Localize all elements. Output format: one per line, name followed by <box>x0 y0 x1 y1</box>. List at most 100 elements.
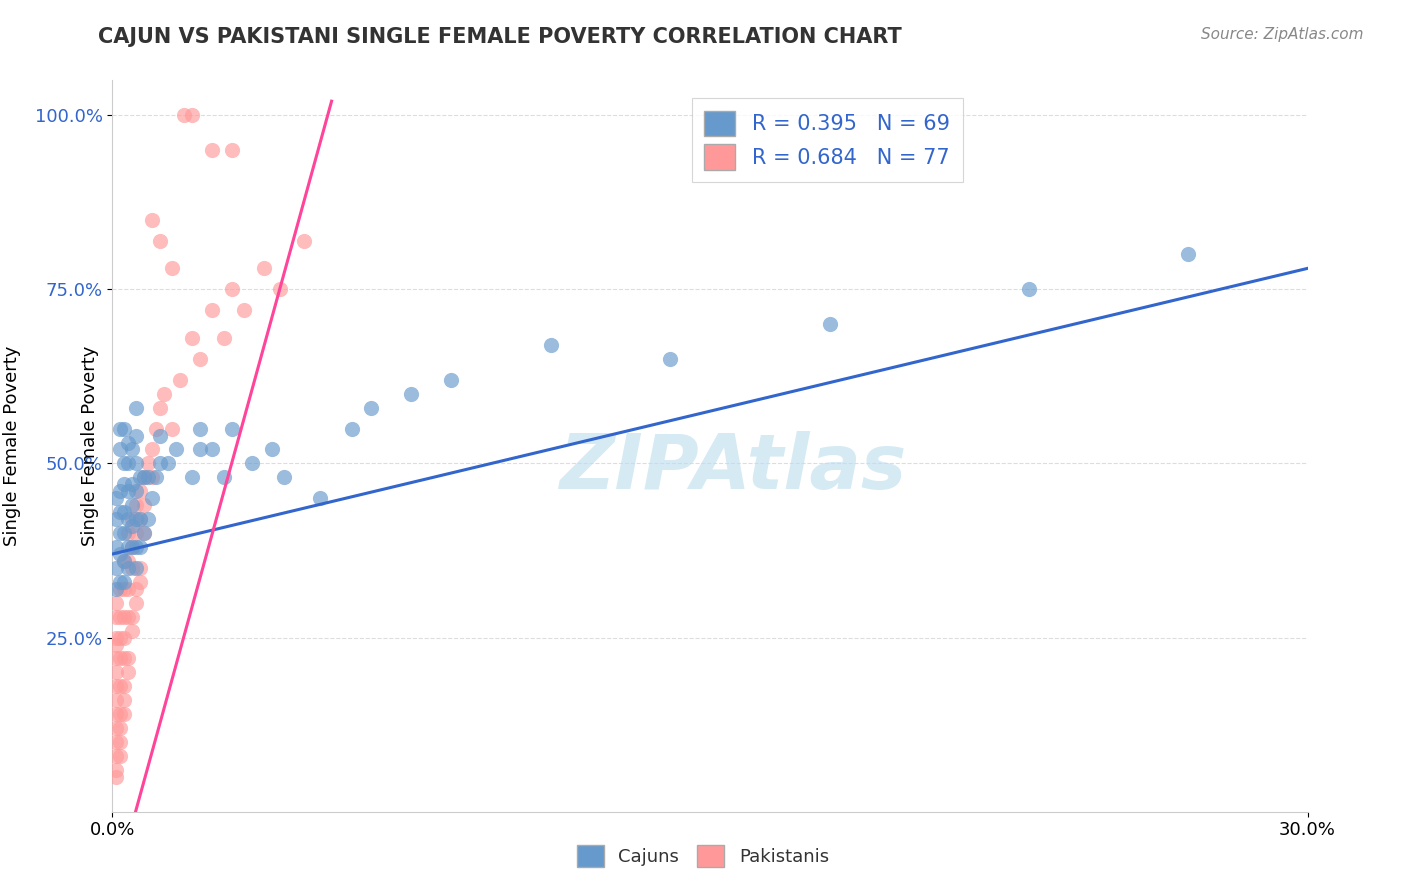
Point <box>105 582 128 596</box>
Text: CAJUN VS PAKISTANI SINGLE FEMALE POVERTY CORRELATION CHART: CAJUN VS PAKISTANI SINGLE FEMALE POVERTY… <box>98 27 903 46</box>
Point <box>105 631 128 645</box>
Point <box>105 651 128 665</box>
Point <box>117 651 139 665</box>
Point <box>110 707 132 722</box>
Point <box>201 303 224 318</box>
Text: Source: ZipAtlas.com: Source: ZipAtlas.com <box>1201 27 1364 42</box>
Point <box>181 331 204 345</box>
Point <box>114 526 135 541</box>
Point <box>269 282 291 296</box>
Point <box>221 421 243 435</box>
Point <box>117 435 139 450</box>
Point <box>121 561 143 575</box>
Point <box>114 609 135 624</box>
Point <box>157 457 180 471</box>
Point <box>1018 282 1040 296</box>
Point <box>121 624 143 638</box>
Point <box>540 338 562 352</box>
Point <box>149 457 172 471</box>
Point <box>125 512 148 526</box>
Point <box>117 561 139 575</box>
Point <box>165 442 187 457</box>
Point <box>105 679 128 693</box>
Point <box>141 470 163 484</box>
Point <box>117 609 139 624</box>
Point <box>162 421 183 435</box>
Point <box>117 512 139 526</box>
Point <box>114 457 135 471</box>
Point <box>153 386 176 401</box>
Point <box>121 540 143 554</box>
Point <box>114 505 135 519</box>
Y-axis label: Single Female Poverty: Single Female Poverty <box>3 346 21 546</box>
Point <box>117 665 139 680</box>
Point <box>440 373 463 387</box>
Point <box>253 261 276 276</box>
Point <box>134 470 156 484</box>
Point <box>105 693 128 707</box>
Point <box>105 491 128 506</box>
Point <box>141 442 163 457</box>
Point <box>110 582 132 596</box>
Point <box>114 574 135 589</box>
Point <box>308 491 330 506</box>
Point <box>138 457 160 471</box>
Point <box>181 470 204 484</box>
Point <box>121 442 143 457</box>
Point <box>110 651 132 665</box>
Point <box>114 679 135 693</box>
Point <box>169 373 191 387</box>
Text: ZIPAtlas: ZIPAtlas <box>560 431 908 505</box>
Point <box>145 421 167 435</box>
Point <box>114 554 135 568</box>
Point <box>114 477 135 491</box>
Point <box>134 498 156 512</box>
Point <box>121 540 143 554</box>
Point <box>110 631 132 645</box>
Point <box>125 401 148 415</box>
Point <box>121 512 143 526</box>
Point <box>125 526 148 541</box>
Point <box>110 484 132 499</box>
Point <box>162 261 183 276</box>
Point <box>233 303 256 318</box>
Point <box>141 491 163 506</box>
Legend: Cajuns, Pakistanis: Cajuns, Pakistanis <box>569 838 837 874</box>
Point <box>105 540 128 554</box>
Point <box>212 331 235 345</box>
Point <box>121 519 143 533</box>
Point <box>125 561 148 575</box>
Point <box>105 735 128 749</box>
Point <box>110 547 132 561</box>
Point <box>117 554 139 568</box>
Point <box>129 470 152 484</box>
Legend: R = 0.395   N = 69, R = 0.684   N = 77: R = 0.395 N = 69, R = 0.684 N = 77 <box>692 98 963 182</box>
Point <box>105 609 128 624</box>
Point <box>121 609 143 624</box>
Point <box>114 421 135 435</box>
Point <box>105 763 128 777</box>
Point <box>221 143 243 157</box>
Point <box>117 484 139 499</box>
Point <box>149 428 172 442</box>
Point <box>138 512 160 526</box>
Point <box>134 526 156 541</box>
Point <box>125 582 148 596</box>
Point <box>188 351 211 366</box>
Point <box>201 442 224 457</box>
Point <box>129 561 152 575</box>
Point <box>273 470 295 484</box>
Point <box>117 526 139 541</box>
Point <box>181 108 204 122</box>
Point <box>818 317 841 331</box>
Point <box>105 512 128 526</box>
Point <box>114 582 135 596</box>
Point <box>105 721 128 735</box>
Point <box>114 693 135 707</box>
Point <box>125 457 148 471</box>
Point <box>292 234 315 248</box>
Point <box>105 561 128 575</box>
Point <box>105 665 128 680</box>
Point <box>221 282 243 296</box>
Point <box>114 707 135 722</box>
